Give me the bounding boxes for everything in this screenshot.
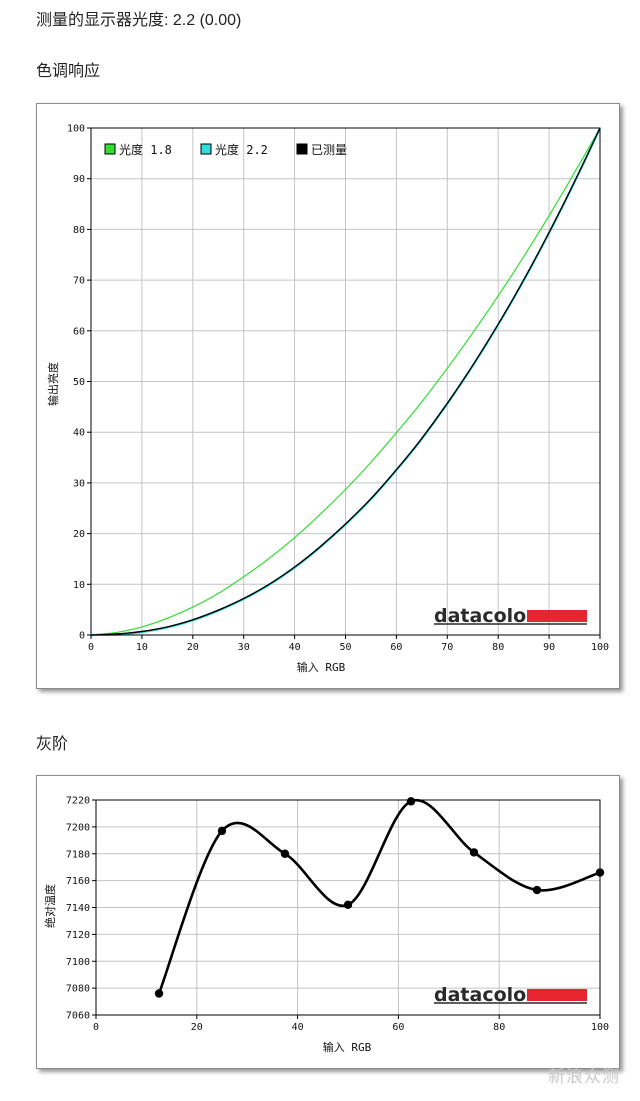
data-point bbox=[406, 797, 416, 806]
x-axis-label: 输入 RGB bbox=[323, 1040, 372, 1054]
legend: 光度 1.8 光度 2.2 已测量 bbox=[104, 142, 347, 157]
x-tick-label: 100 bbox=[591, 642, 609, 653]
logo-red-bar bbox=[527, 610, 587, 622]
x-tick-label: 40 bbox=[292, 1022, 304, 1033]
data-point bbox=[280, 849, 290, 858]
data-point bbox=[217, 826, 227, 836]
x-tick-label: 80 bbox=[493, 1022, 505, 1033]
x-tick-label: 30 bbox=[238, 642, 250, 653]
y-tick-label: 60 bbox=[73, 326, 85, 337]
data-point bbox=[154, 989, 164, 998]
tone-response-chart: 0 10 20 30 40 50 60 70 80 90 100 0 10 20 30 40 50 60 70 80 9… bbox=[46, 124, 609, 675]
y-tick-label: 90 bbox=[73, 174, 85, 185]
gamma-summary: 测量的显示器光度: 2.2 (0.00) bbox=[36, 12, 242, 29]
x-tick-label: 80 bbox=[492, 642, 504, 653]
x-tick-label: 20 bbox=[191, 1022, 203, 1033]
x-tick-label: 50 bbox=[339, 642, 351, 653]
x-tick-label: 70 bbox=[441, 642, 453, 653]
y-tick-label: 7200 bbox=[66, 822, 90, 833]
legend-label-gamma18: 光度 1.8 bbox=[119, 142, 172, 157]
datacolor-logo-text: datacolor bbox=[434, 605, 536, 627]
x-axis-label: 输入 RGB bbox=[297, 660, 346, 674]
x-tick-label: 60 bbox=[392, 1022, 404, 1033]
watermark: 新浪众测 bbox=[548, 1067, 620, 1086]
series-line-2 bbox=[90, 127, 601, 636]
y-axis-label: 输出亮度 bbox=[46, 362, 60, 406]
x-tick-label: 20 bbox=[187, 642, 199, 653]
y-tick-label: 7100 bbox=[66, 957, 90, 968]
logo-red-bar bbox=[527, 989, 587, 1001]
y-tick-label: 40 bbox=[73, 428, 85, 439]
grayscale-chart: 0 20 40 60 80 100 7060 7080 7100 7120 7140 7160 7180… bbox=[43, 796, 609, 1055]
y-tick-label: 7160 bbox=[66, 876, 90, 887]
grayscale-panel: 0 20 40 60 80 100 7060 7080 7100 7120 7140 7160 7180… bbox=[36, 775, 620, 1069]
legend-label-gamma22: 光度 2.2 bbox=[215, 142, 268, 157]
y-tick-label: 30 bbox=[73, 478, 85, 489]
y-tick-label: 7140 bbox=[66, 903, 90, 914]
y-tick-label: 7060 bbox=[66, 1011, 90, 1022]
x-tick-label: 60 bbox=[390, 642, 402, 653]
x-tick-label: 100 bbox=[591, 1022, 609, 1033]
legend-swatch-gamma18 bbox=[104, 143, 116, 155]
grayscale-title: 灰阶 bbox=[36, 736, 69, 753]
legend-label-measured: 已测量 bbox=[311, 143, 347, 157]
tone-response-panel: 0 10 20 30 40 50 60 70 80 90 100 0 10 20 30 40 50 60 70 80 9… bbox=[36, 103, 620, 689]
y-tick-label: 20 bbox=[73, 529, 85, 540]
y-tick-label: 70 bbox=[73, 276, 85, 287]
y-tick-label: 0 bbox=[79, 631, 85, 642]
datacolor-logo: datacolor bbox=[434, 605, 587, 627]
tone-response-title: 色调响应 bbox=[36, 63, 101, 80]
data-point bbox=[343, 900, 353, 910]
y-tick-label: 7180 bbox=[66, 849, 90, 860]
y-tick-label: 100 bbox=[67, 124, 85, 135]
y-tick-label: 7220 bbox=[66, 796, 90, 807]
x-tick-label: 0 bbox=[88, 642, 94, 653]
x-tick-label: 0 bbox=[93, 1022, 99, 1033]
y-tick-label: 80 bbox=[73, 225, 85, 236]
y-tick-label: 7120 bbox=[66, 930, 90, 941]
x-tick-label: 40 bbox=[289, 642, 301, 653]
data-point bbox=[469, 848, 479, 857]
legend-swatch-gamma22 bbox=[200, 143, 212, 155]
y-tick-label: 10 bbox=[73, 580, 85, 591]
data-point bbox=[532, 885, 542, 895]
datacolor-logo: datacolor bbox=[434, 984, 587, 1006]
x-tick-label: 90 bbox=[543, 642, 555, 653]
y-tick-label: 7080 bbox=[66, 984, 90, 995]
y-axis-label: 绝对温度 bbox=[43, 884, 57, 928]
y-tick-label: 50 bbox=[73, 377, 85, 388]
legend-swatch-measured bbox=[296, 143, 308, 155]
datacolor-logo-text: datacolor bbox=[434, 984, 536, 1006]
x-tick-label: 10 bbox=[136, 642, 148, 653]
series-line-0 bbox=[90, 127, 601, 636]
